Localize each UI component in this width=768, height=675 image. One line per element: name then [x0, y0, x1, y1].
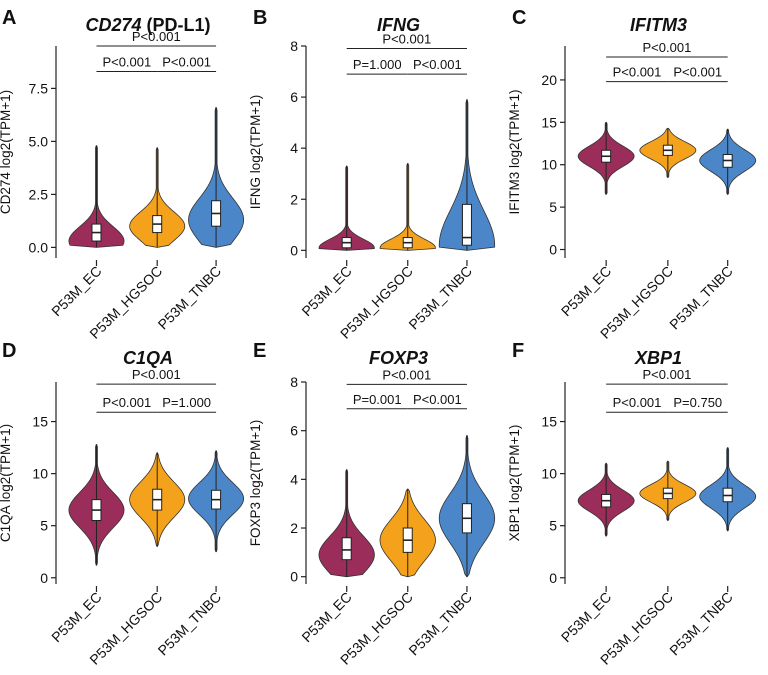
y-tick-label: 5.0: [29, 133, 49, 149]
y-tick-label: 15: [32, 414, 48, 430]
p-value-label: P<0.001: [643, 367, 692, 382]
p-value-label: P=1.000: [353, 57, 402, 72]
panel-label: F: [512, 340, 524, 362]
y-tick-label: 15: [541, 414, 557, 430]
y-tick-label: 10: [541, 466, 557, 482]
y-tick-label: 20: [541, 72, 557, 88]
panel-title: IFITM3: [630, 15, 687, 35]
panel-title: IFNG: [377, 15, 420, 35]
y-tick-label: 10: [541, 157, 557, 173]
p-value-label: P=0.750: [673, 395, 722, 410]
panel-title: XBP1: [634, 348, 682, 368]
x-tick-label: P53M_TNBC: [405, 589, 475, 659]
panel-title: C1QA: [123, 348, 173, 368]
y-tick-label: 2: [290, 520, 298, 536]
y-axis-label: IFNG log2(TPM+1): [248, 95, 263, 209]
y-tick-label: 8: [290, 374, 298, 390]
panel-label: A: [2, 7, 16, 29]
x-tick-label: P53M_EC: [48, 589, 104, 645]
p-value-label: P<0.001: [382, 367, 431, 382]
p-value-label: P<0.001: [102, 54, 151, 69]
panel-label: D: [2, 340, 16, 362]
panel-a: A CD274 (PD-L1) 0.0 2.5 5.0 7.5 CD274 log2(TPM…: [0, 7, 245, 342]
panel-title: CD274 (PD-L1): [85, 15, 210, 35]
p-value-label: P<0.001: [132, 29, 181, 44]
p-value-label: P<0.001: [613, 395, 662, 410]
y-tick-label: 2.5: [29, 186, 49, 202]
y-tick-label: 4: [290, 471, 298, 487]
box-tnbc: [461, 203, 472, 246]
p-value-label: P<0.001: [132, 367, 181, 382]
y-tick-label: 0: [290, 242, 298, 258]
y-tick-label: 2: [290, 191, 298, 207]
x-tick-label: P53M_EC: [558, 589, 614, 645]
y-tick-label: 5: [40, 518, 48, 534]
x-tick-label: P53M_EC: [558, 263, 614, 319]
p-value-label: P<0.001: [162, 54, 211, 69]
panel-e: E FOXP3 0 2 4 6 8 FOXP3 log2(TPM+1) P53M_EC P53M_…: [248, 340, 496, 668]
y-tick-label: 0: [40, 570, 48, 586]
y-axis-label: FOXP3 log2(TPM+1): [248, 420, 263, 546]
p-value-label: P=0.001: [353, 392, 402, 407]
panel-c: C IFITM3 0 5 10 15 20 IFITM3 log2(TPM+1) P53M_EC…: [507, 7, 757, 342]
p-value-label: P<0.001: [613, 65, 662, 80]
y-tick-label: 0: [549, 242, 557, 258]
y-tick-label: 6: [290, 89, 298, 105]
y-tick-label: 0: [290, 569, 298, 585]
p-value-label: P<0.001: [413, 392, 462, 407]
y-axis-label: XBP1 log2(TPM+1): [507, 425, 522, 542]
x-tick-label: P53M_EC: [48, 263, 104, 319]
x-tick-label: P53M_TNBC: [666, 263, 736, 333]
y-axis-label: C1QA log2(TPM+1): [0, 424, 13, 542]
x-tick-label: P53M_TNBC: [155, 263, 225, 333]
y-tick-label: 15: [541, 114, 557, 130]
p-value-label: P<0.001: [382, 32, 431, 47]
x-tick-label: P53M_EC: [298, 589, 354, 645]
p-value-label: P<0.001: [673, 65, 722, 80]
x-tick-label: P53M_TNBC: [666, 589, 736, 659]
panel-label: E: [253, 340, 266, 362]
p-value-label: P<0.001: [413, 57, 462, 72]
panel-label: C: [512, 7, 526, 29]
panel-label: B: [253, 7, 267, 29]
y-tick-label: 4: [290, 140, 298, 156]
p-value-label: P=1.000: [162, 395, 211, 410]
panel-title: FOXP3: [369, 348, 428, 368]
x-tick-label: P53M_TNBC: [405, 263, 475, 333]
box-ec: [341, 537, 352, 561]
y-tick-label: 10: [32, 466, 48, 482]
x-tick-label: P53M_TNBC: [155, 589, 225, 659]
y-tick-label: 5: [549, 518, 557, 534]
x-tick-label: P53M_EC: [298, 263, 354, 319]
y-tick-label: 0: [549, 570, 557, 586]
y-tick-label: 0.0: [29, 239, 49, 255]
p-value-label: P<0.001: [102, 395, 151, 410]
p-value-label: P<0.001: [643, 40, 692, 55]
y-tick-label: 7.5: [29, 80, 49, 96]
y-axis-label: CD274 log2(TPM+1): [0, 90, 13, 214]
y-tick-label: 5: [549, 199, 557, 215]
y-axis-label: IFITM3 log2(TPM+1): [507, 90, 522, 215]
y-tick-label: 6: [290, 423, 298, 439]
y-tick-label: 8: [290, 38, 298, 54]
